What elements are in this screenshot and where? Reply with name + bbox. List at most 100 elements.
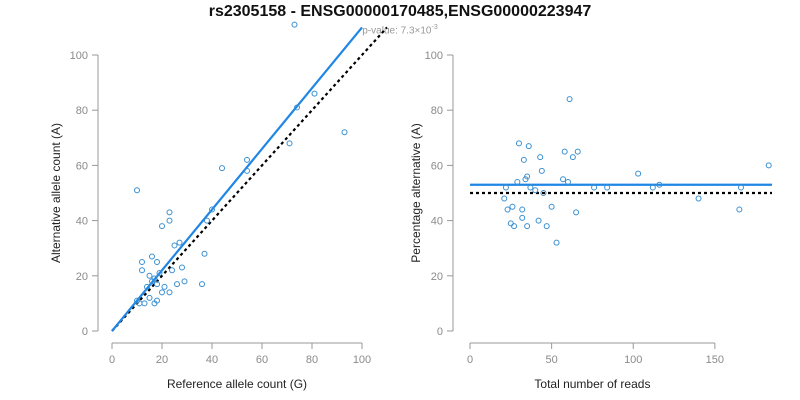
x-tick-label: 150: [706, 354, 724, 366]
data-point: [311, 90, 318, 97]
data-point: [509, 203, 516, 210]
data-point: [548, 203, 555, 210]
y-tick-label: 20: [431, 271, 443, 283]
data-point: [519, 214, 526, 221]
data-point: [166, 217, 173, 224]
data-point: [141, 300, 148, 307]
y-tick-label: 20: [76, 271, 88, 283]
chart-title: rs2305158 - ENSG00000170485,ENSG00000223…: [208, 3, 592, 20]
data-point: [535, 217, 542, 224]
x-tick-label: 20: [156, 354, 168, 366]
data-point: [514, 178, 521, 185]
x-tick-label: 100: [624, 354, 642, 366]
data-point: [649, 184, 656, 191]
data-point: [134, 187, 140, 194]
data-point: [291, 21, 298, 28]
data-point: [219, 165, 225, 172]
data-point: [537, 154, 544, 161]
y-tick-label: 60: [431, 160, 443, 172]
data-point: [566, 96, 573, 103]
y-tick-label: 0: [82, 326, 88, 338]
data-point: [574, 148, 581, 155]
data-point: [695, 195, 702, 202]
data-point: [139, 267, 145, 274]
data-point: [573, 209, 580, 216]
data-point: [201, 250, 208, 257]
data-point: [159, 289, 165, 296]
data-point: [169, 267, 175, 274]
data-point: [527, 184, 534, 191]
x-tick-label: 100: [353, 354, 371, 366]
data-point: [179, 264, 185, 271]
y-tick-label: 100: [70, 50, 88, 62]
data-point: [525, 143, 532, 150]
data-point: [146, 294, 153, 301]
data-point: [144, 283, 150, 290]
p-value-exponent: -3: [431, 24, 438, 31]
data-point: [156, 270, 163, 277]
y-axis-title: Alternative allele count (A): [49, 123, 63, 263]
data-point: [540, 190, 547, 196]
reference-line: [111, 26, 388, 332]
data-point: [151, 275, 158, 282]
data-point: [538, 167, 545, 174]
data-point: [736, 206, 743, 213]
y-tick-label: 40: [431, 216, 443, 228]
p-value-text: p-value: 7.3×10: [362, 25, 432, 37]
data-point: [244, 167, 250, 174]
data-point: [149, 253, 155, 260]
data-point: [561, 148, 568, 155]
x-tick-label: 50: [545, 354, 557, 366]
data-point: [737, 184, 744, 191]
data-point: [504, 206, 511, 213]
data-point: [171, 242, 178, 249]
data-point: [564, 178, 571, 185]
data-point: [154, 259, 160, 265]
data-point: [765, 162, 772, 169]
data-point: [515, 140, 522, 147]
data-point: [204, 217, 210, 224]
y-tick-label: 40: [76, 216, 88, 228]
data-point: [139, 259, 145, 265]
x-axis-title: Total number of reads: [534, 377, 650, 391]
data-point: [154, 297, 160, 304]
chart-subtitle: p-value: 7.3×10-3: [0, 24, 800, 36]
panel-2: 0 50 100 150 0 20 40 60 80 100 Total number of rea…: [409, 50, 772, 391]
fit-line: [111, 26, 363, 332]
x-axis-title: Reference allele count (G): [167, 377, 307, 391]
data-point: [174, 281, 180, 288]
x-tick-label: 40: [206, 354, 218, 366]
x-tick-label: 60: [256, 354, 268, 366]
data-point: [501, 195, 508, 202]
data-point: [176, 239, 183, 246]
data-point: [161, 283, 168, 290]
data-point: [635, 170, 642, 177]
data-point: [604, 184, 611, 191]
data-point: [244, 156, 250, 163]
data-point: [209, 206, 215, 213]
y-tick-label: 0: [437, 326, 443, 338]
data-point: [553, 239, 560, 246]
data-point: [341, 129, 348, 136]
data-point: [154, 281, 160, 288]
data-point: [166, 289, 173, 296]
x-tick-label: 80: [306, 354, 318, 366]
y-tick-label: 80: [431, 105, 443, 117]
data-point: [520, 156, 527, 163]
panel-1: 0 20 40 60 80 100 0 20 40 60 80 100 Reference allele…: [49, 21, 388, 391]
y-tick-label: 100: [425, 50, 443, 62]
data-point: [569, 154, 576, 161]
x-tick-label: 0: [109, 354, 115, 366]
x-tick-label: 0: [467, 354, 473, 366]
data-point: [502, 184, 509, 191]
data-point: [199, 281, 205, 288]
data-point: [656, 181, 663, 188]
y-tick-label: 80: [76, 105, 88, 117]
data-point: [146, 272, 153, 279]
y-tick-label: 60: [76, 160, 88, 172]
data-point: [294, 104, 300, 111]
data-point: [507, 220, 514, 227]
data-point: [519, 206, 526, 213]
data-point: [543, 223, 550, 230]
